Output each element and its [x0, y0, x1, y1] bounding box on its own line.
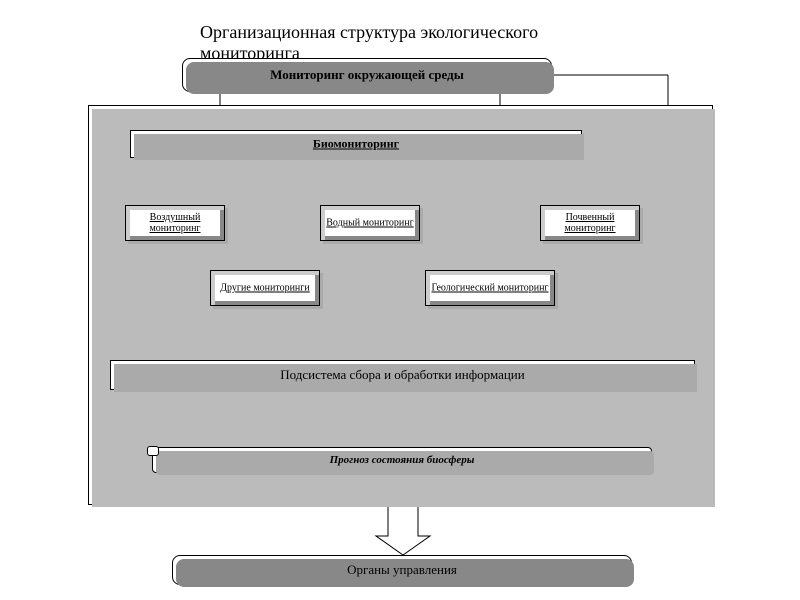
main-box-label: Мониторинг окружающей среды: [183, 67, 551, 83]
other-box: Другие мониторинги: [210, 270, 320, 306]
air-box-label: Воздушный мониторинг: [126, 212, 224, 234]
mgmt-box: Органы управления: [172, 555, 632, 585]
water-box: Водный мониторинг: [320, 205, 420, 241]
big-frame: [88, 105, 713, 505]
geo-box: Геологический мониторинг: [425, 270, 555, 306]
soil-box: Почвенный мониторинг: [540, 205, 640, 241]
soil-box-label: Почвенный мониторинг: [541, 212, 639, 234]
water-box-label: Водный мониторинг: [321, 218, 419, 229]
forecast-box-label: Прогноз состояния биосферы: [153, 454, 651, 466]
main-box: Мониторинг окружающей среды: [182, 58, 552, 92]
collect-box-label: Подсистема сбора и обработки информации: [111, 367, 694, 383]
mgmt-box-label: Органы управления: [173, 562, 631, 578]
collect-box: Подсистема сбора и обработки информации: [110, 360, 695, 390]
other-box-label: Другие мониторинги: [211, 283, 319, 294]
bio-box: Биомониторинг: [130, 130, 582, 158]
air-box: Воздушный мониторинг: [125, 205, 225, 241]
forecast-box: Прогноз состояния биосферы: [152, 447, 652, 473]
geo-box-label: Геологический мониторинг: [426, 283, 554, 294]
bio-box-label: Биомониторинг: [131, 137, 581, 152]
